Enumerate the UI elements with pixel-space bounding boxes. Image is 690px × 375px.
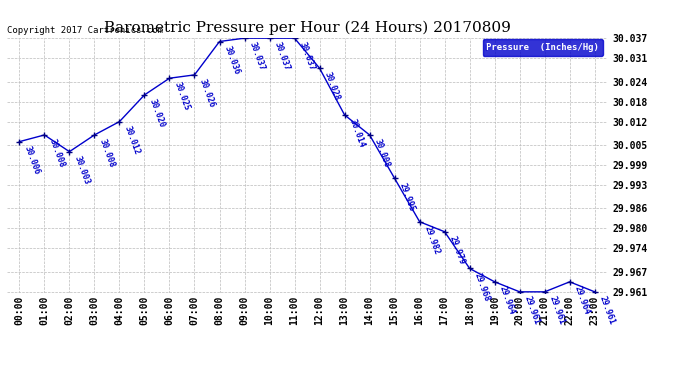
Title: Barometric Pressure per Hour (24 Hours) 20170809: Barometric Pressure per Hour (24 Hours) … [104,21,511,35]
Text: 30.008: 30.008 [47,138,66,169]
Text: 30.008: 30.008 [97,138,116,169]
Text: 30.037: 30.037 [247,41,266,72]
Text: 29.964: 29.964 [497,285,516,316]
Text: 29.961: 29.961 [522,295,541,326]
Text: 30.012: 30.012 [122,124,141,156]
Text: 30.003: 30.003 [72,154,91,186]
Text: 30.037: 30.037 [297,41,316,72]
Text: 29.982: 29.982 [422,225,441,256]
Text: 30.020: 30.020 [147,98,166,129]
Text: 30.014: 30.014 [347,118,366,149]
Text: 30.025: 30.025 [172,81,191,112]
Text: 30.036: 30.036 [222,44,241,75]
Text: 29.979: 29.979 [447,234,466,266]
Text: 30.028: 30.028 [322,71,341,102]
Text: 30.037: 30.037 [273,41,291,72]
Text: 30.006: 30.006 [22,144,41,176]
Text: 29.964: 29.964 [573,285,591,316]
Text: 29.961: 29.961 [547,295,566,326]
Text: Copyright 2017 Cartronics.com: Copyright 2017 Cartronics.com [7,26,163,35]
Text: 29.995: 29.995 [397,181,416,212]
Text: 30.008: 30.008 [373,138,391,169]
Text: 30.026: 30.026 [197,78,216,109]
Text: 29.968: 29.968 [473,271,491,303]
Legend: Pressure  (Inches/Hg): Pressure (Inches/Hg) [482,39,602,56]
Text: 29.961: 29.961 [598,295,616,326]
